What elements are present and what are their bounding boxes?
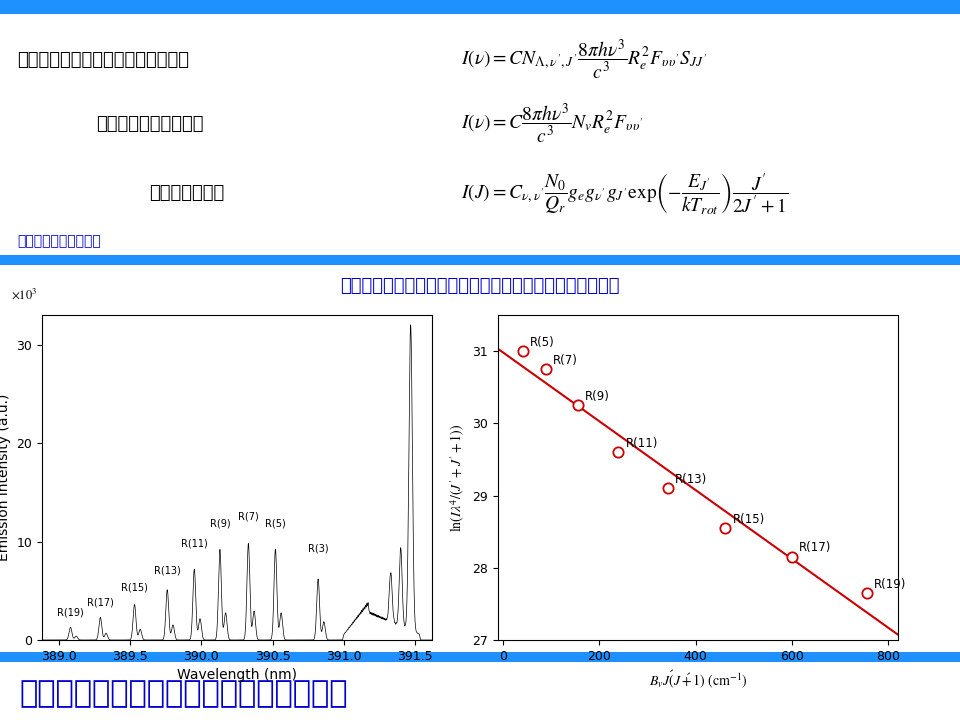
Text: R(5): R(5) [530,336,555,348]
Text: R(11): R(11) [180,539,207,549]
Text: 双原子分子发射光谱强度理论公式：: 双原子分子发射光谱强度理论公式： [17,51,189,69]
Text: 《电工技术学报》发布: 《电工技术学报》发布 [17,234,101,248]
Point [859,588,875,599]
Text: R(9): R(9) [585,390,610,402]
Point [539,364,554,375]
Text: R(11): R(11) [625,436,658,450]
X-axis label: $B_v J\'(J\'+1)\ (\mathrm{cm}^{-1})$: $B_v J\'(J\'+1)\ (\mathrm{cm}^{-1})$ [649,668,748,690]
Point [611,446,626,458]
Text: $\times 10^3$: $\times 10^3$ [11,287,37,302]
Text: 实验测量的氮分子离子光谱玻尔兹曼法计算转动温度示意图: 实验测量的氮分子离子光谱玻尔兹曼法计算转动温度示意图 [340,277,620,295]
Text: R(7): R(7) [238,512,259,522]
Text: R(3): R(3) [308,544,328,554]
Text: R(13): R(13) [154,565,180,575]
Point [516,346,531,357]
Text: R(13): R(13) [675,473,707,486]
Text: R(15): R(15) [732,513,765,526]
Text: R(19): R(19) [57,608,84,617]
Text: R(19): R(19) [875,577,906,590]
X-axis label: Wavelength (nm): Wavelength (nm) [177,668,297,683]
Point [784,552,800,563]
Text: R(5): R(5) [265,518,286,528]
Text: $I(\nu)=CN_{\Lambda,\nu',J'}\dfrac{8\pi h\nu^3}{c^3}R_e^2F_{\upsilon\upsilon'}S_: $I(\nu)=CN_{\Lambda,\nu',J'}\dfrac{8\pi … [461,37,707,82]
Text: 其中，振动光谱强度：: 其中，振动光谱强度： [96,115,204,133]
Text: R(17): R(17) [799,541,831,554]
Text: R(9): R(9) [209,518,230,528]
Text: $I(J)=C_{\nu,\nu'}\dfrac{N_0}{Q_r}g_e g_{\nu'}g_{J'}\exp\!\left(-\dfrac{E_{J'}}{: $I(J)=C_{\nu,\nu'}\dfrac{N_0}{Q_r}g_e g_… [461,171,788,215]
Text: 等离子体中相对振动布居、转动温度计算: 等离子体中相对振动布居、转动温度计算 [19,680,348,708]
Text: R(17): R(17) [87,598,114,608]
Point [660,482,675,494]
Point [570,400,586,411]
Text: R(15): R(15) [121,582,148,593]
Y-axis label: $\ln(I\lambda^4/(J'+J'+1))$: $\ln(I\lambda^4/(J'+J'+1))$ [448,423,467,532]
Text: 转动光谱强度：: 转动光谱强度： [149,184,224,202]
Text: $I(\nu)=C\dfrac{8\pi h\nu^3}{c^3}N_v R_e^2 F_{\upsilon\upsilon'}$: $I(\nu)=C\dfrac{8\pi h\nu^3}{c^3}N_v R_e… [461,102,643,146]
Y-axis label: Emission intensity (a.u.): Emission intensity (a.u.) [0,394,11,561]
Point [718,522,733,534]
Text: R(7): R(7) [553,354,578,366]
